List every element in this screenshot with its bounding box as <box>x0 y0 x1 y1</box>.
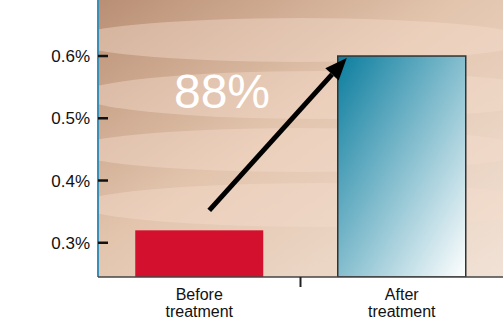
y-tick <box>98 242 108 245</box>
x-tick-label-line: After <box>385 286 419 303</box>
annotation: 88% <box>174 65 270 118</box>
chart-svg: 0.3%0.4%0.5%0.6%BeforetreatmentAftertrea… <box>0 0 503 327</box>
x-tick-label: Beforetreatment <box>165 286 233 320</box>
bars <box>135 56 466 277</box>
x-tick-label-line: treatment <box>165 303 233 320</box>
bar <box>135 230 263 277</box>
chart-container: 0.3%0.4%0.5%0.6%BeforetreatmentAftertrea… <box>0 0 503 327</box>
y-tick <box>98 55 108 58</box>
y-tick-label: 0.5% <box>51 109 90 128</box>
y-tick <box>98 179 108 182</box>
y-tick-label: 0.4% <box>51 172 90 191</box>
y-axis-line <box>97 0 99 277</box>
category-separator <box>300 277 302 287</box>
bar <box>338 56 466 277</box>
x-tick-label: Aftertreatment <box>368 286 436 320</box>
y-tick-label: 0.6% <box>51 47 90 66</box>
annotation-arrowhead <box>325 58 346 80</box>
y-tick <box>98 117 108 120</box>
x-tick-label-line: treatment <box>368 303 436 320</box>
x-tick-label-line: Before <box>176 286 223 303</box>
y-tick-label: 0.3% <box>51 234 90 253</box>
